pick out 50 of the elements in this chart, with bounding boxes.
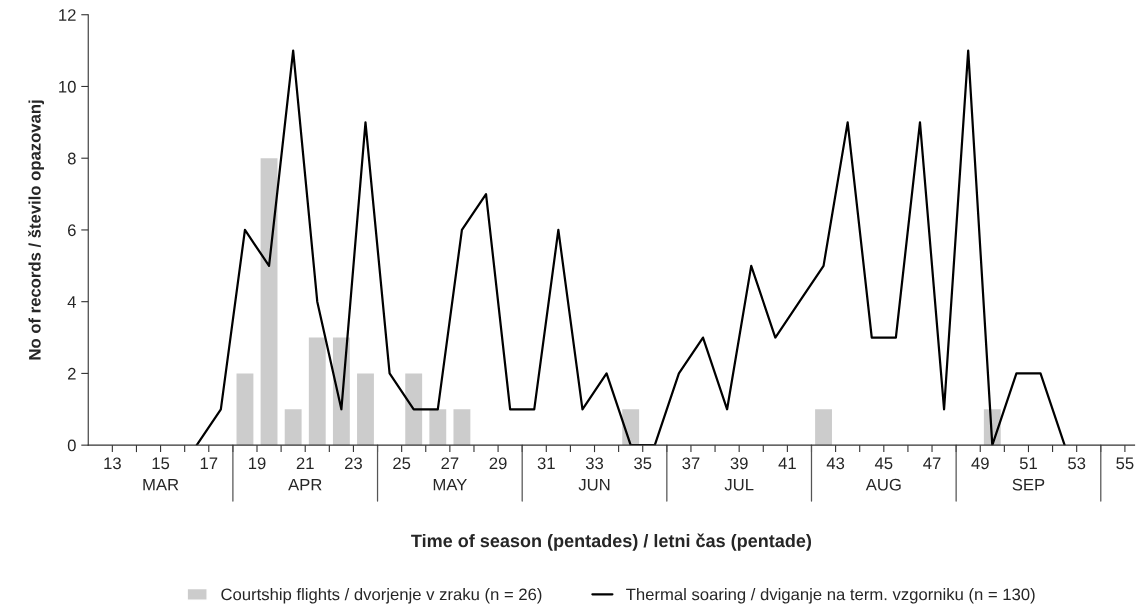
bar <box>453 409 471 446</box>
bar <box>405 373 423 446</box>
x-tick-label: 33 <box>585 457 604 470</box>
x-tick-label: 41 <box>778 457 796 470</box>
bar <box>260 158 278 446</box>
x-tick-label: 49 <box>971 457 989 470</box>
text: MAY <box>433 478 467 491</box>
text: APR <box>288 478 322 491</box>
bar <box>429 409 447 446</box>
y-tick-label: 10 <box>59 80 76 93</box>
y-tick-label: 0 <box>67 439 76 452</box>
x-tick-label: 45 <box>874 457 893 470</box>
y-tick-label: 12 <box>59 9 76 21</box>
x-tick-label: 53 <box>1068 457 1086 470</box>
x-tick-label: 13 <box>104 457 121 470</box>
bar <box>357 373 374 446</box>
x-axis-title: Time of season (pentades) / letni čas (pentade) <box>411 533 812 551</box>
x-tick-label: 43 <box>826 457 845 470</box>
x-tick-label: 39 <box>730 457 748 470</box>
y-tick-label: 6 <box>68 224 76 237</box>
y-tick-label: 2 <box>68 367 76 380</box>
y-tick-label: 8 <box>67 152 76 165</box>
y-tick-label: 4 <box>67 296 76 308</box>
line-series <box>195 49 1066 446</box>
x-tick-label: 29 <box>489 457 507 470</box>
x-tick-label: 15 <box>152 457 170 470</box>
x-tick-label: 23 <box>345 457 362 470</box>
x-tick-label: 27 <box>441 457 459 470</box>
x-tick-label: 31 <box>537 457 555 470</box>
text: AUG <box>865 478 901 491</box>
bar <box>308 337 326 446</box>
text: SEP <box>1012 478 1045 491</box>
x-tick-label: 17 <box>200 457 218 470</box>
x-tick-label: 51 <box>1019 457 1037 470</box>
x-tick-label: 21 <box>296 457 314 470</box>
bar <box>815 409 832 446</box>
x-tick-label: 47 <box>923 457 941 470</box>
y-axis-title: No of records / število opazovanj <box>28 100 45 360</box>
text: JUL <box>724 478 754 491</box>
x-tick-label: 35 <box>634 457 652 470</box>
x-tick-label: 19 <box>249 457 266 470</box>
legend-label: Courtship flights / dvorjenje v zraku (n = 26) <box>221 588 542 604</box>
text: JUN <box>578 478 610 491</box>
x-tick-label: 55 <box>1116 457 1134 470</box>
legend-label: Thermal soaring / dviganje na term. vzgorniku (n = 130) <box>626 588 1035 604</box>
x-tick-label: 25 <box>393 457 411 470</box>
bar <box>236 373 254 446</box>
text: MAR <box>143 478 179 491</box>
bar <box>284 409 302 446</box>
x-tick-label: 37 <box>682 457 700 470</box>
